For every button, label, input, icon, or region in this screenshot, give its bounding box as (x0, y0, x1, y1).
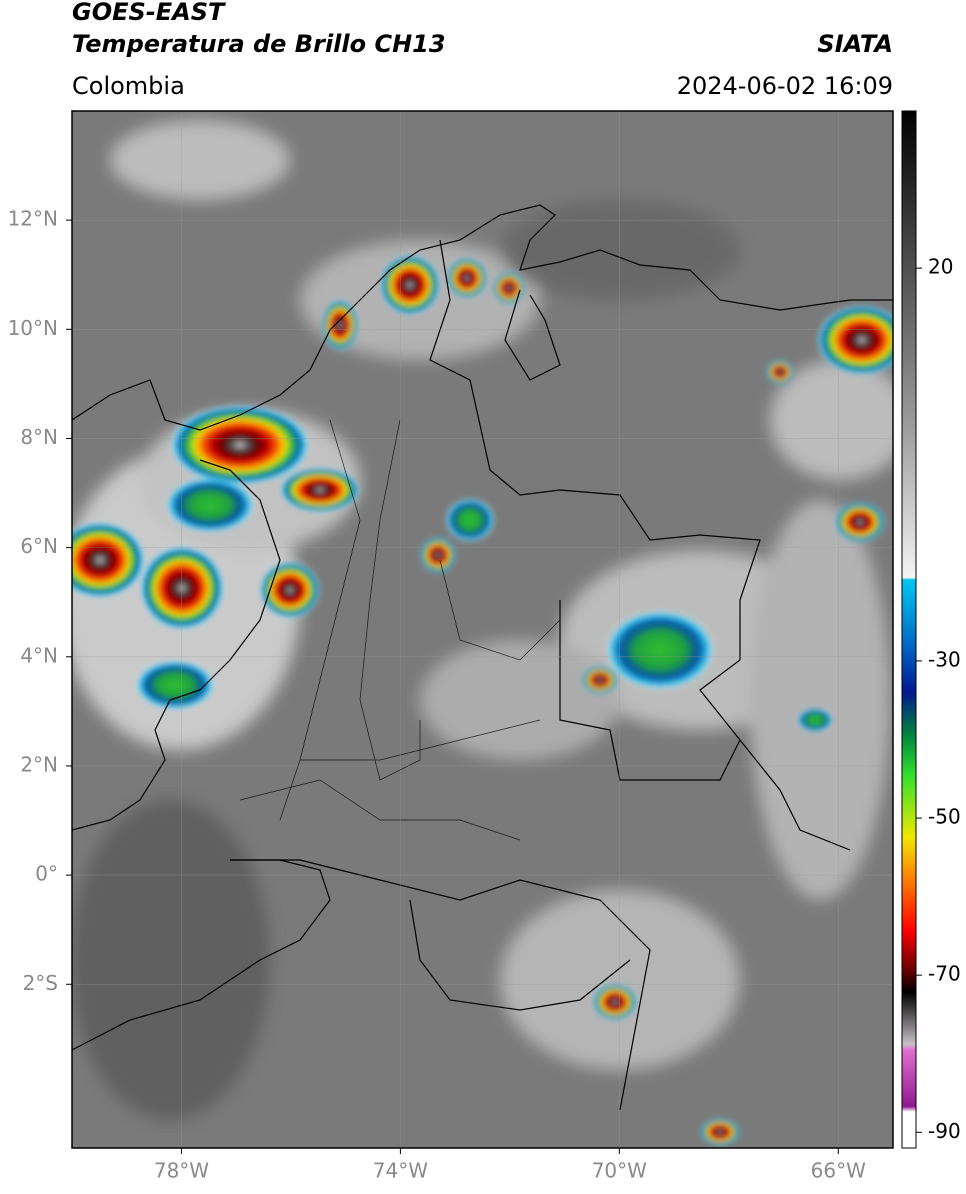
source: SIATA (817, 30, 893, 58)
x-tick-label: 78°W (154, 1159, 209, 1183)
imagery (72, 111, 893, 1148)
colorbar-tick-label: -50 (928, 805, 961, 829)
subtitle: Temperatura de Brillo CH13 (72, 30, 446, 58)
colorbar-tick-label: -70 (928, 962, 961, 986)
y-tick-label: 2°S (23, 971, 58, 995)
region: Colombia (72, 72, 185, 100)
colorbar-tick-label: -30 (928, 647, 961, 671)
colorbar-tick-label: -90 (928, 1119, 961, 1143)
x-tick-label: 66°W (811, 1159, 866, 1183)
y-tick-label: 4°N (20, 643, 58, 667)
y-tick-label: 8°N (20, 425, 58, 449)
map-frame (71, 110, 894, 1149)
y-tick-label: 12°N (8, 207, 58, 231)
y-tick-label: 2°N (20, 752, 58, 776)
y-tick-label: 0° (35, 862, 58, 886)
x-tick-label: 70°W (592, 1159, 647, 1183)
colorbar (901, 110, 917, 1149)
y-tick-label: 6°N (20, 534, 58, 558)
y-tick-label: 10°N (8, 316, 58, 340)
title: GOES-EAST (72, 0, 226, 26)
timestamp: 2024-06-02 16:09 (677, 72, 893, 100)
colorbar-tick-label: 20 (928, 255, 953, 279)
x-tick-label: 74°W (373, 1159, 428, 1183)
